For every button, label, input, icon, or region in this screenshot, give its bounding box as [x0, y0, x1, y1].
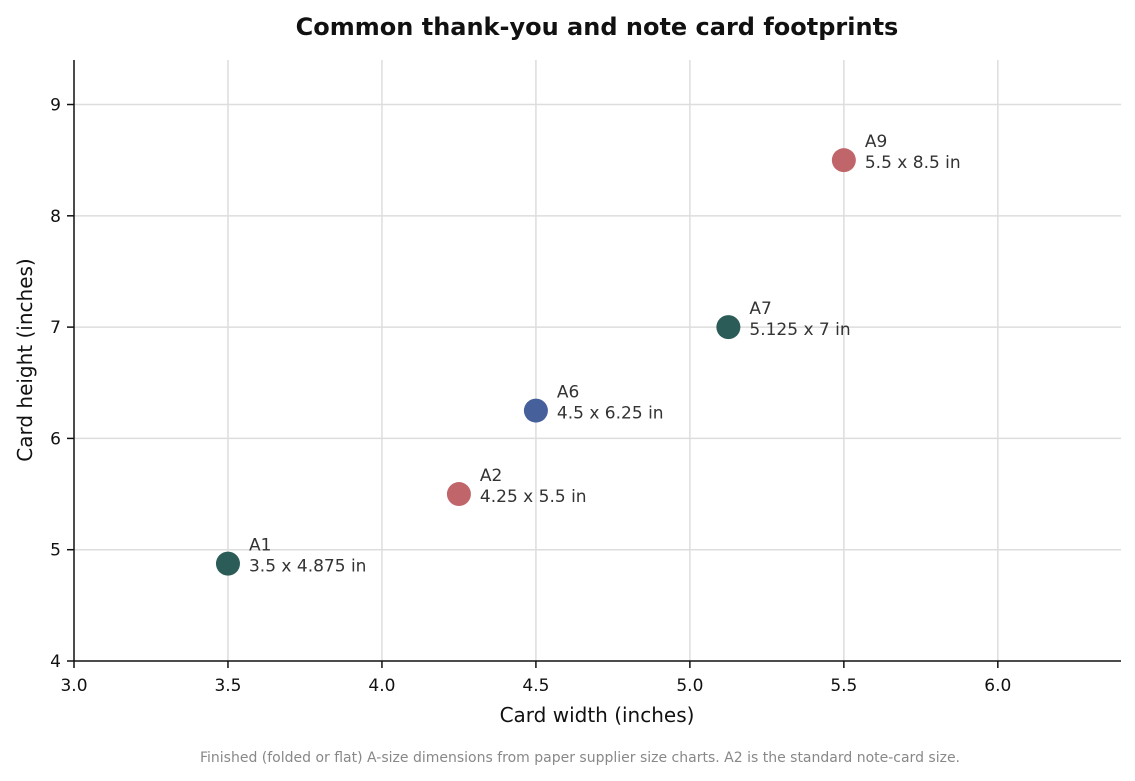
ticks: 3.0 3.5 4.0 4.5 5.0 5.5 6.0 4 5 6 7 8 9	[50, 96, 1011, 696]
x-axis-label: Card width (inches)	[500, 703, 695, 727]
x-tick-label: 5.0	[676, 676, 703, 696]
y-tick-label: 4	[50, 652, 61, 672]
y-tick-label: 9	[50, 96, 61, 116]
point-name-label: A7	[749, 299, 771, 319]
data-points: A13.5 x 4.875 in A24.25 x 5.5 in A64.5 x 6…	[215, 132, 961, 577]
data-point-a1	[215, 551, 240, 576]
x-tick-label: 4.5	[522, 676, 549, 696]
point-size-label: 5.5 x 8.5 in	[865, 153, 961, 173]
point-size-label: 3.5 x 4.875 in	[249, 557, 366, 577]
point-name-label: A1	[249, 536, 271, 556]
y-axis-label: Card height (inches)	[13, 258, 37, 462]
x-tick-label: 3.0	[60, 676, 87, 696]
data-point-a2	[446, 482, 471, 507]
point-name-label: A2	[480, 466, 502, 486]
x-tick-label: 4.0	[368, 676, 395, 696]
point-size-label: 4.25 x 5.5 in	[480, 487, 587, 507]
x-tick-label: 3.5	[214, 676, 241, 696]
y-tick-label: 6	[50, 429, 61, 449]
chart-title: Common thank-you and note card footprint…	[296, 13, 899, 41]
point-size-label: 4.5 x 6.25 in	[557, 404, 664, 424]
data-point-a7	[716, 315, 741, 340]
y-tick-label: 8	[50, 207, 61, 227]
point-name-label: A6	[557, 383, 579, 403]
y-tick-label: 5	[50, 541, 61, 561]
axes	[73, 60, 1121, 662]
y-tick-label: 7	[50, 318, 61, 338]
x-tick-label: 6.0	[984, 676, 1011, 696]
x-tick-label: 5.5	[830, 676, 857, 696]
data-point-a9	[831, 148, 856, 173]
point-name-label: A9	[865, 132, 887, 152]
grid	[74, 60, 1121, 661]
point-size-label: 5.125 x 7 in	[749, 320, 850, 340]
data-point-a6	[523, 398, 548, 423]
chart-caption: Finished (folded or flat) A-size dimensi…	[200, 750, 960, 766]
